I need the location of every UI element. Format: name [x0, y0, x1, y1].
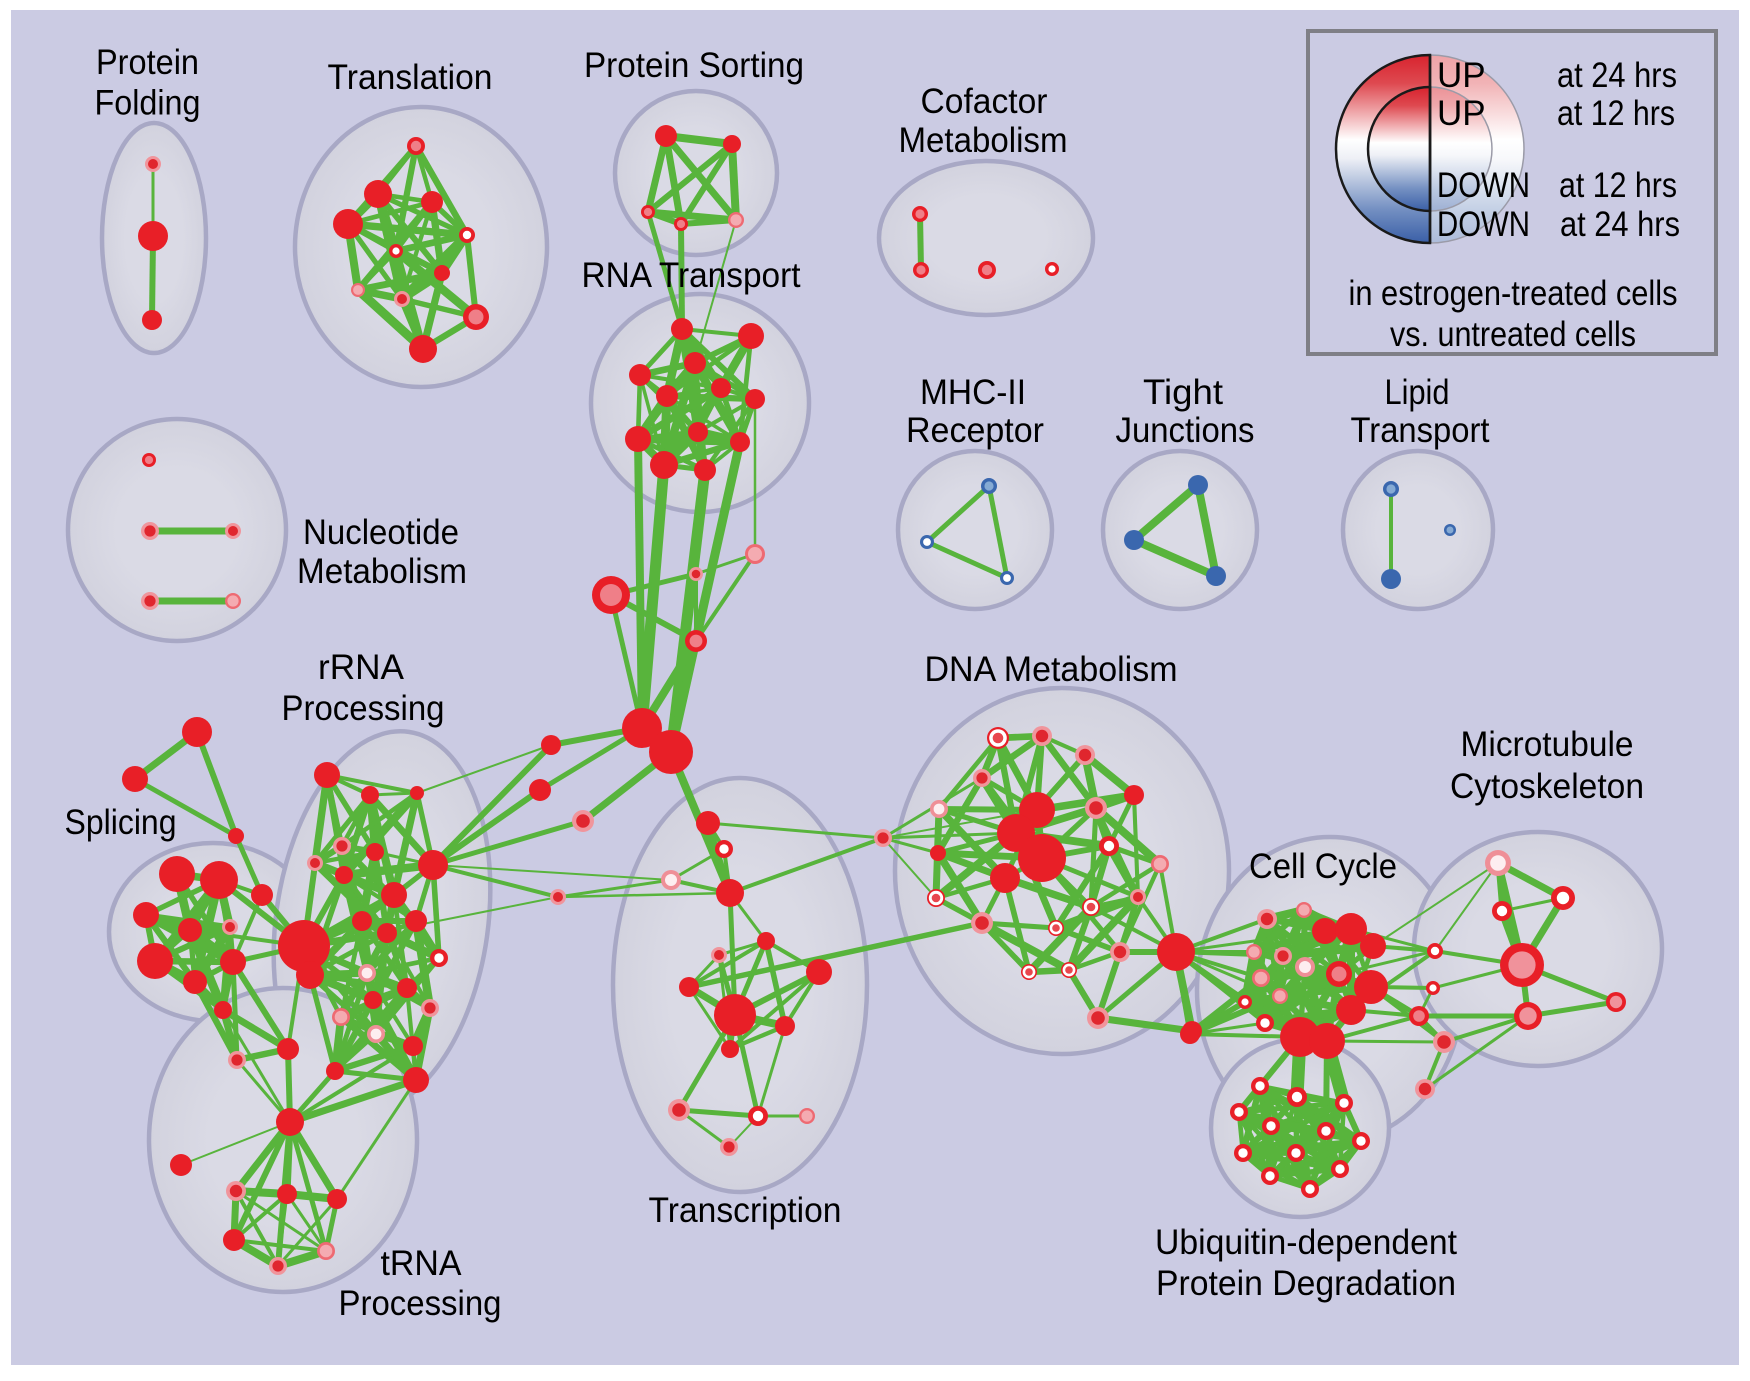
svg-text:UP: UP — [1437, 56, 1486, 95]
svg-text:Protein Degradation: Protein Degradation — [1156, 1264, 1456, 1303]
svg-text:at 12 hrs: at 12 hrs — [1557, 94, 1675, 133]
svg-text:Protein: Protein — [96, 43, 199, 82]
svg-text:Nucleotide: Nucleotide — [303, 513, 459, 552]
svg-text:rRNA: rRNA — [318, 648, 405, 687]
svg-text:DOWN: DOWN — [1437, 205, 1530, 244]
svg-text:DNA Metabolism: DNA Metabolism — [925, 650, 1178, 689]
svg-text:at 12 hrs: at 12 hrs — [1559, 166, 1677, 205]
svg-text:Ubiquitin-dependent: Ubiquitin-dependent — [1155, 1223, 1457, 1262]
svg-text:Metabolism: Metabolism — [297, 552, 467, 591]
svg-text:UP: UP — [1437, 94, 1486, 133]
svg-text:Lipid: Lipid — [1385, 373, 1450, 412]
svg-text:Splicing: Splicing — [65, 803, 177, 842]
svg-text:Protein Sorting: Protein Sorting — [584, 46, 804, 85]
svg-text:DOWN: DOWN — [1437, 166, 1530, 205]
svg-text:MHC-II: MHC-II — [920, 373, 1026, 412]
svg-text:Tight: Tight — [1143, 373, 1223, 412]
svg-text:Microtubule: Microtubule — [1461, 725, 1634, 764]
svg-text:at 24 hrs: at 24 hrs — [1557, 56, 1677, 95]
svg-text:Cytoskeleton: Cytoskeleton — [1450, 767, 1644, 806]
svg-text:Cell Cycle: Cell Cycle — [1249, 847, 1397, 886]
svg-text:Cofactor: Cofactor — [921, 82, 1048, 121]
svg-text:Processing: Processing — [282, 689, 445, 728]
svg-text:Junctions: Junctions — [1116, 411, 1255, 450]
svg-text:Transcription: Transcription — [649, 1191, 842, 1230]
svg-text:tRNA: tRNA — [381, 1244, 463, 1283]
svg-text:Translation: Translation — [328, 58, 493, 97]
svg-text:Receptor: Receptor — [906, 411, 1044, 450]
svg-text:Transport: Transport — [1351, 411, 1490, 450]
svg-text:at 24 hrs: at 24 hrs — [1560, 205, 1680, 244]
svg-text:Processing: Processing — [339, 1284, 502, 1323]
svg-text:vs. untreated cells: vs. untreated cells — [1390, 315, 1636, 354]
svg-text:RNA Transport: RNA Transport — [582, 256, 801, 295]
svg-text:Folding: Folding — [95, 84, 201, 123]
svg-text:in estrogen-treated cells: in estrogen-treated cells — [1349, 274, 1678, 313]
svg-text:Metabolism: Metabolism — [899, 121, 1068, 160]
